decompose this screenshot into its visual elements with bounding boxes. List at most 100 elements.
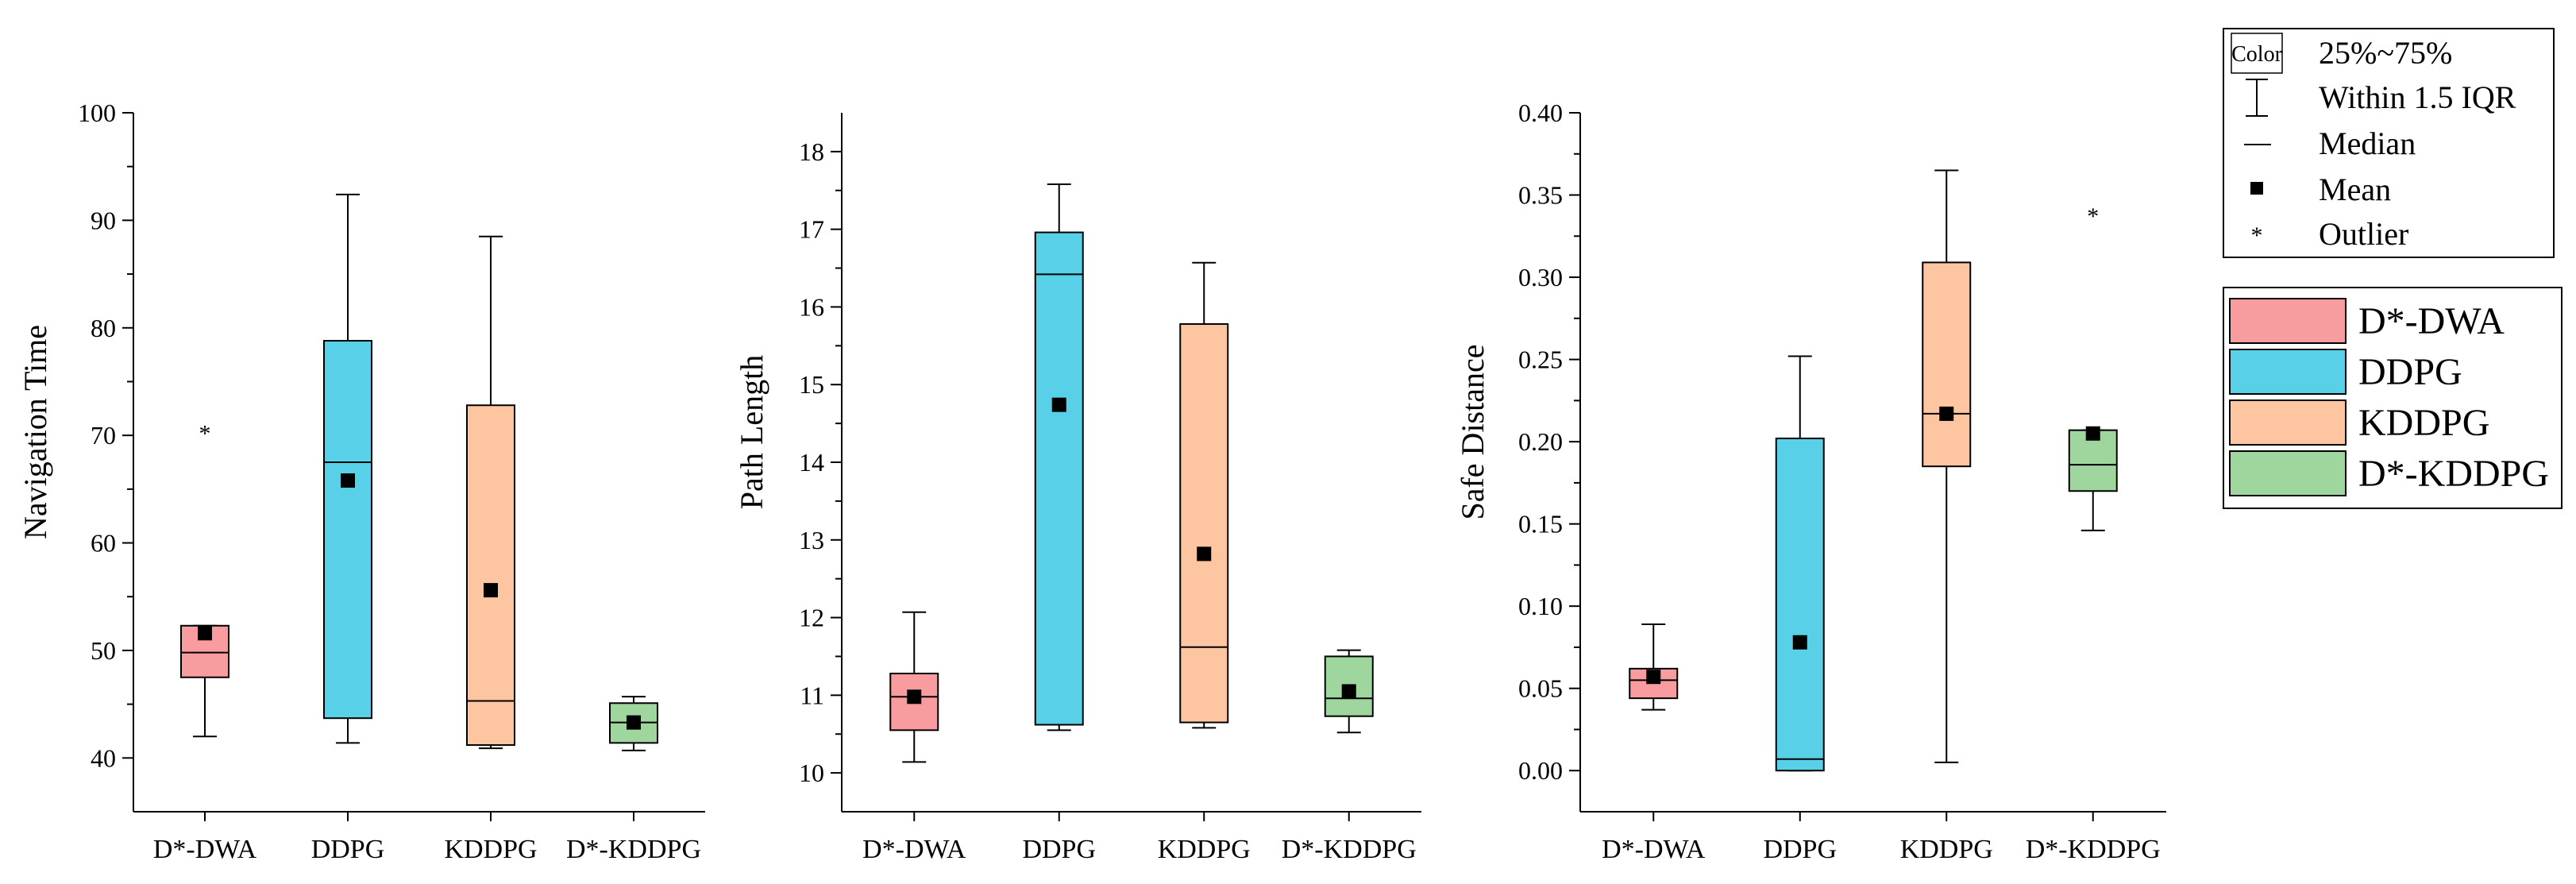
mean-marker [1646,670,1661,685]
outlier-marker: * [2087,203,2099,230]
y-axis-title: Navigation Time [17,325,53,539]
y-tick-label: 40 [91,743,116,772]
y-tick-label: 100 [78,98,116,127]
box-iqr [2068,429,2118,492]
x-tick-label: KDDPG [1158,835,1251,864]
x-tick-label: D*-KDDPG [1282,835,1417,864]
mean-marker [1792,635,1807,650]
legend-whisker-label: Within 1.5 IQR [2319,79,2516,115]
legend-item-D*-KDDPG: D*-KDDPG [2229,450,2549,496]
y-axis-title: Safe Distance [1455,344,1490,519]
y-tick-label: 50 [91,636,116,665]
x-tick-label: D*-KDDPG [2026,835,2161,864]
legend-outlier-label: Outlier [2319,216,2408,252]
mean-marker [907,689,922,704]
panel-2: 10 11 12 13 14 15 16 17 18 Path Length D*-DWA DDPG K… [734,113,1421,864]
box-KDDPG [466,235,515,750]
box-DDPG [1034,183,1084,732]
box-plot-panels: 40 50 60 70 80 90 100 Navigation Time * D*-DWA DDP… [17,98,2166,864]
legend-range-label: 25%~75% [2319,35,2452,71]
y-tick-label: 0.30 [1518,263,1563,291]
x-tick-label: D*-KDDPG [566,835,701,864]
mean-marker [1197,546,1212,562]
box-D*-KDDPG [609,696,658,751]
legend-color-label: Color [2231,42,2282,67]
mean-marker [2085,426,2100,441]
y-tick-label: 80 [91,314,116,342]
box-iqr [180,624,229,678]
legend-item-D*-DWA: D*-DWA [2229,298,2505,344]
legend-swatch [2229,450,2347,496]
legend-label: KDDPG [2358,402,2489,444]
y-tick-label: 0.20 [1518,427,1563,456]
legend-swatch [2229,349,2347,395]
box-D*-DWA [889,611,939,763]
y-tick-label: 0.15 [1518,510,1563,539]
legend-item-KDDPG: KDDPG [2229,400,2489,446]
mean-marker [1939,406,1954,421]
legend-swatch [2229,298,2347,344]
box-D*-DWA [1629,623,1679,711]
panel-1: 40 50 60 70 80 90 100 Navigation Time * D*-DWA DDP… [17,98,705,864]
y-tick-label: 13 [799,526,824,554]
box-iqr [323,340,372,720]
box-D*-KDDPG: * [2068,203,2118,531]
x-tick-label: D*-DWA [153,835,257,864]
y-tick-label: 15 [799,370,824,399]
mean-marker [1051,397,1066,412]
legend-mean-icon [2250,182,2263,195]
box-KDDPG [1922,169,1972,763]
y-tick-label: 0.35 [1518,181,1563,210]
legend-mean-label: Mean [2319,172,2391,207]
x-tick-label: DDPG [1763,835,1837,864]
x-tick-label: KDDPG [1900,835,1993,864]
x-tick-label: DDPG [1022,835,1096,864]
legend-median-label: Median [2319,125,2416,161]
legend-series: D*-DWA DDPG KDDPG D*-KDDPG [2223,287,2563,509]
y-tick-label: 70 [91,421,116,450]
legend-item-DDPG: DDPG [2229,349,2462,395]
legend-label: DDPG [2358,351,2462,393]
y-tick-label: 18 [799,137,824,166]
legend-outlier-icon: * [2251,222,2263,249]
box-iqr [1922,261,1972,468]
legend-whisker-icon [2246,79,2268,117]
y-tick-label: 90 [91,206,116,234]
y-tick-label: 16 [799,292,824,321]
x-tick-label: D*-DWA [1602,835,1706,864]
mean-marker [198,626,212,641]
legend-color-swatch [2231,33,2283,74]
legend-label: D*-KDDPG [2358,453,2549,495]
y-tick-label: 0.25 [1518,345,1563,374]
mean-marker [341,473,355,488]
y-tick-label: 0.10 [1518,592,1563,620]
x-tick-label: KDDPG [444,835,537,864]
box-D*-KDDPG [1324,649,1374,734]
outlier-marker: * [199,420,211,446]
box-D*-DWA: * [180,420,229,738]
box-DDPG [1775,355,1825,772]
box-iqr [1034,231,1084,726]
y-tick-label: 0.00 [1518,756,1563,785]
y-tick-label: 14 [799,448,824,477]
legend-swatch [2229,400,2347,446]
y-tick-label: 12 [799,604,824,632]
legend-label: D*-DWA [2358,300,2505,342]
mean-marker [1341,684,1356,699]
box-iqr [1775,437,1825,772]
box-iqr [466,404,515,747]
box-KDDPG [1179,261,1229,729]
x-tick-label: DDPG [311,835,385,864]
y-tick-label: 10 [799,759,824,787]
y-tick-label: 0.05 [1518,674,1563,703]
y-axis-title: Path Length [734,355,769,509]
box-DDPG [323,193,372,744]
y-tick-label: 17 [799,215,824,244]
mean-marker [484,583,498,598]
legend-box-elements: Color 25%~75% Within 1.5 IQR Median Mean… [2223,28,2555,258]
y-tick-label: 60 [91,529,116,558]
box-iqr [1179,322,1229,724]
mean-marker [627,715,641,730]
y-tick-label: 0.40 [1518,98,1563,127]
